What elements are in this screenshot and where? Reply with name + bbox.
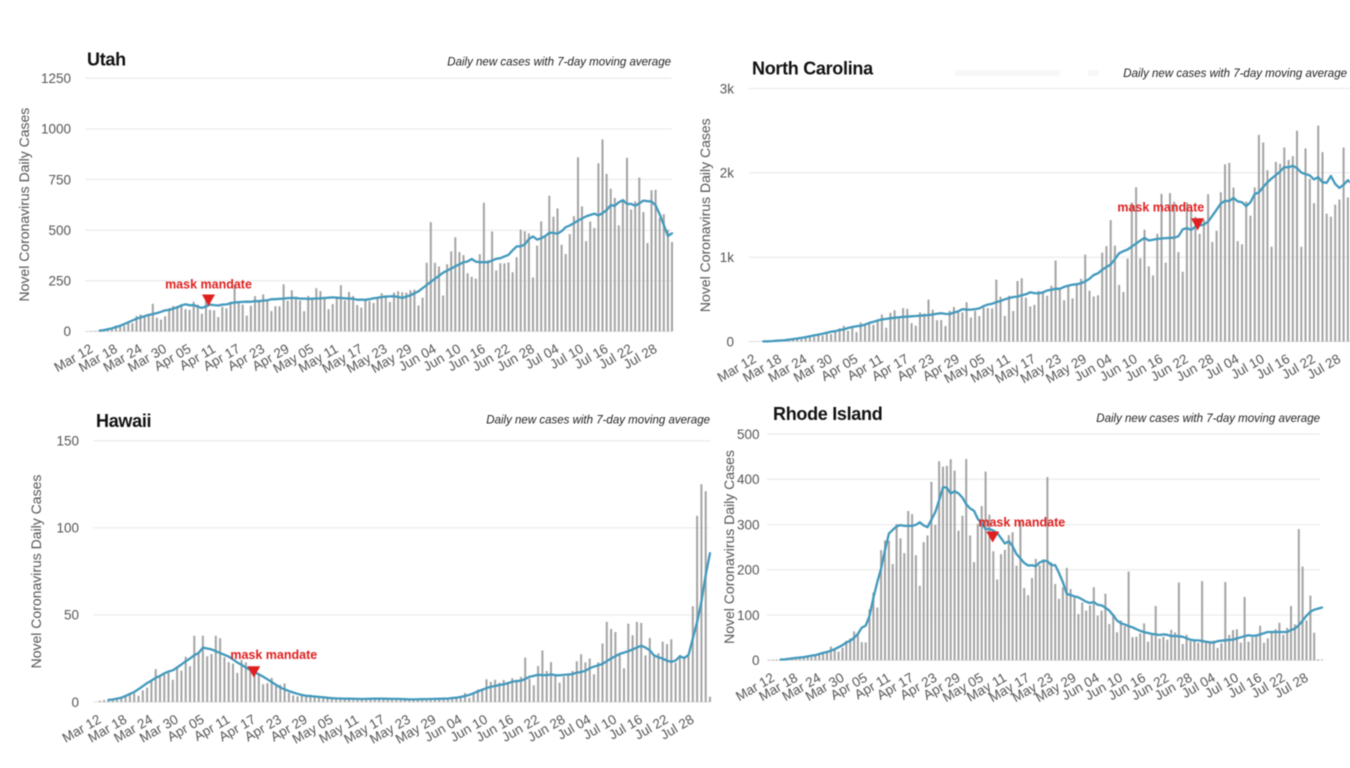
svg-text:200: 200 — [737, 563, 760, 578]
svg-text:0: 0 — [726, 334, 734, 349]
svg-text:500: 500 — [48, 223, 71, 238]
svg-text:mask mandate: mask mandate — [230, 648, 317, 662]
svg-text:100: 100 — [737, 608, 760, 623]
svg-text:100: 100 — [56, 521, 79, 536]
svg-text:1250: 1250 — [41, 71, 71, 86]
svg-text:mask mandate: mask mandate — [1117, 201, 1204, 215]
svg-text:1000: 1000 — [41, 122, 71, 137]
svg-text:50: 50 — [64, 608, 79, 623]
svg-text:Daily new cases with 7-day mov: Daily new cases with 7-day moving averag… — [447, 57, 671, 69]
svg-text:0: 0 — [752, 653, 760, 668]
svg-text:Novel Coronavirus Daily Cases: Novel Coronavirus Daily Cases — [721, 450, 737, 644]
svg-text:2k: 2k — [720, 166, 735, 181]
svg-text:400: 400 — [737, 472, 760, 487]
svg-text:300: 300 — [737, 517, 760, 532]
svg-text:500: 500 — [737, 427, 760, 442]
svg-text:Novel Coronavirus Daily Cases: Novel Coronavirus Daily Cases — [16, 108, 32, 302]
svg-text:0: 0 — [71, 695, 79, 710]
svg-text:Utah: Utah — [87, 50, 126, 70]
svg-text:Daily new cases with 7-day mov: Daily new cases with 7-day moving averag… — [486, 415, 710, 427]
svg-text:North Carolina: North Carolina — [752, 59, 874, 79]
svg-text:3k: 3k — [720, 81, 735, 96]
svg-text:150: 150 — [56, 434, 79, 449]
svg-text:Daily new cases with 7-day mov: Daily new cases with 7-day moving averag… — [1096, 413, 1320, 425]
svg-text:0: 0 — [63, 324, 71, 339]
svg-text:Rhode Island: Rhode Island — [773, 404, 882, 424]
svg-text:Hawaii: Hawaii — [96, 411, 151, 431]
svg-text:Daily new cases with 7-day mov: Daily new cases with 7-day moving averag… — [1123, 68, 1347, 80]
svg-text:1k: 1k — [720, 250, 735, 265]
svg-text:750: 750 — [48, 172, 71, 187]
svg-text:250: 250 — [48, 274, 71, 289]
svg-text:Novel Coronavirus Daily Cases: Novel Coronavirus Daily Cases — [28, 475, 44, 669]
svg-text:mask mandate: mask mandate — [165, 278, 252, 292]
svg-text:Novel Coronavirus Daily Cases: Novel Coronavirus Daily Cases — [697, 118, 713, 312]
svg-text:mask mandate: mask mandate — [978, 516, 1065, 530]
